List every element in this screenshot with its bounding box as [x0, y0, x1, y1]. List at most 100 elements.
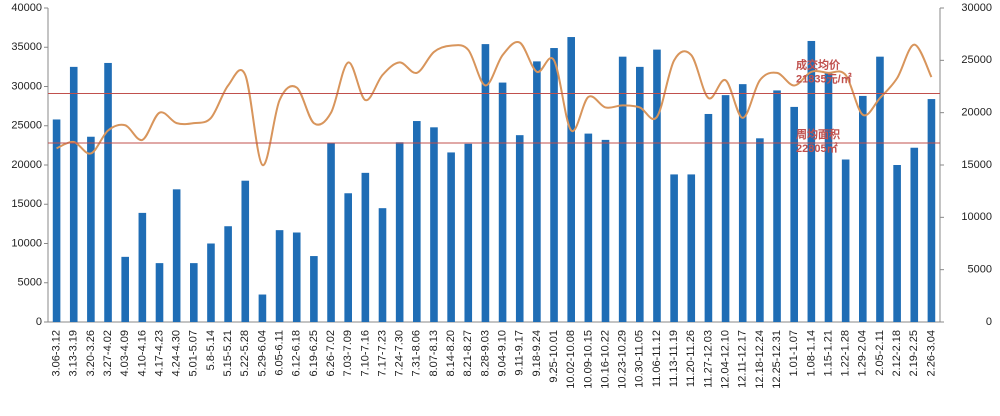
bar [533, 61, 541, 322]
y-tick-label: 20000 [11, 159, 42, 171]
bar [687, 174, 696, 322]
x-tick-label: 7.17-7.23 [376, 330, 388, 376]
bar [670, 174, 678, 322]
x-tick-label: 12.11-12.17 [737, 330, 749, 388]
x-tick-label: 2.26-3.04 [925, 330, 937, 376]
bar [481, 44, 490, 323]
bar [893, 165, 901, 322]
y-tick-label: 30000 [11, 80, 42, 92]
bar [824, 72, 833, 323]
x-tick-label: 9.25-10.01 [548, 330, 560, 383]
bar [738, 84, 747, 323]
bar [155, 263, 164, 322]
bar [841, 159, 850, 322]
reference-name: 周均面积 [796, 127, 840, 141]
bar [190, 263, 198, 322]
x-tick-label: 9.04-9.10 [496, 330, 508, 376]
y-tick-label: 5000 [18, 277, 42, 289]
x-tick-label: 11.20-11.26 [685, 330, 697, 387]
x-tick-label: 3.06-3.12 [50, 330, 62, 376]
x-tick-label: 12.04-12.10 [719, 330, 731, 389]
bar [464, 143, 473, 322]
x-tick-label: 5.15-5.21 [222, 330, 234, 376]
bar [859, 95, 867, 322]
x-tick-label: 1.08-1.14 [805, 330, 817, 376]
bar [704, 113, 713, 322]
bar [550, 48, 558, 322]
x-tick-label: 7.03-7.09 [342, 330, 354, 376]
reference-value: 21835元/㎡ [796, 71, 852, 85]
y2-tick-label: 30000 [961, 2, 992, 14]
bar [618, 56, 627, 323]
x-tick-label: 1.22-1.28 [840, 330, 852, 376]
x-tick-label: 3.20-3.26 [85, 330, 97, 376]
bar [69, 66, 78, 322]
x-tick-label: 3.27-4.02 [102, 330, 114, 376]
bar [344, 193, 352, 322]
x-tick-label: 8.21-8.27 [462, 330, 474, 376]
reference-name: 成交均价 [796, 57, 841, 71]
x-tick-label: 1.01-1.07 [788, 330, 800, 376]
x-tick-label: 7.10-7.16 [359, 330, 371, 376]
reference-label: 成交均价 21835元/㎡ [796, 57, 852, 85]
bar [327, 143, 335, 322]
x-tick-label: 7.31-8.06 [411, 330, 423, 376]
bar [567, 37, 575, 323]
y2-tick-label: 15000 [961, 159, 992, 171]
bar [910, 147, 919, 322]
bar [636, 66, 644, 322]
y2-tick-label: 20000 [961, 107, 992, 119]
x-tick-label: 10.09-10.15 [582, 330, 594, 389]
bar [876, 56, 884, 323]
bar [121, 256, 129, 322]
bar [241, 180, 250, 322]
x-tick-label: 10.30-11.05 [634, 330, 646, 388]
y-tick-label: 0 [36, 316, 42, 328]
y-tick-label: 35000 [11, 41, 42, 53]
bar [653, 49, 661, 322]
bar [138, 212, 147, 322]
y-tick-label: 40000 [11, 2, 42, 14]
bar [378, 208, 387, 322]
bar [447, 152, 455, 322]
x-tick-label: 6.26-7.02 [325, 330, 337, 376]
bar [395, 142, 404, 322]
x-tick-label: 7.24-7.30 [394, 330, 406, 376]
x-tick-label: 12.18-12.24 [754, 330, 766, 389]
bar [361, 172, 370, 322]
bar [515, 135, 524, 322]
bar [498, 82, 507, 322]
x-tick-label: 5.22-5.28 [239, 330, 251, 376]
x-tick-label: 4.17-4.23 [153, 330, 165, 376]
y2-tick-label: 5000 [968, 264, 992, 276]
x-tick-label: 6.12-6.18 [291, 330, 303, 376]
bar [756, 138, 764, 322]
bar [430, 127, 438, 322]
x-tick-label: 2.19-2.25 [908, 330, 920, 376]
y2-tick-label: 10000 [961, 211, 992, 223]
bar [927, 99, 936, 322]
x-tick-label: 1.29-2.04 [857, 330, 869, 376]
x-tick-label: 4.03-4.09 [119, 330, 131, 376]
x-tick-label: 9.18-9.24 [531, 330, 543, 376]
y-tick-label: 10000 [11, 237, 42, 249]
x-tick-label: 2.05-2.11 [874, 330, 886, 376]
x-tick-label: 1.15-1.21 [822, 330, 834, 376]
bar [601, 139, 610, 322]
bar [275, 230, 284, 322]
bar [224, 226, 232, 322]
bar [258, 294, 267, 322]
y-tick-label: 15000 [11, 198, 42, 210]
bar [292, 232, 301, 322]
y-tick-label: 25000 [11, 120, 42, 132]
x-tick-label: 2.12-2.18 [891, 330, 903, 376]
bar [207, 243, 215, 322]
line [56, 40, 933, 167]
x-tick-label: 5.8-5.14 [205, 330, 217, 370]
y2-tick-label: 25000 [961, 54, 992, 66]
x-tick-label: 8.07-8.13 [428, 330, 440, 376]
x-tick-label: 10.23-10.29 [617, 330, 629, 389]
x-tick-label: 12.25-12.31 [771, 330, 783, 389]
bar [721, 95, 730, 322]
